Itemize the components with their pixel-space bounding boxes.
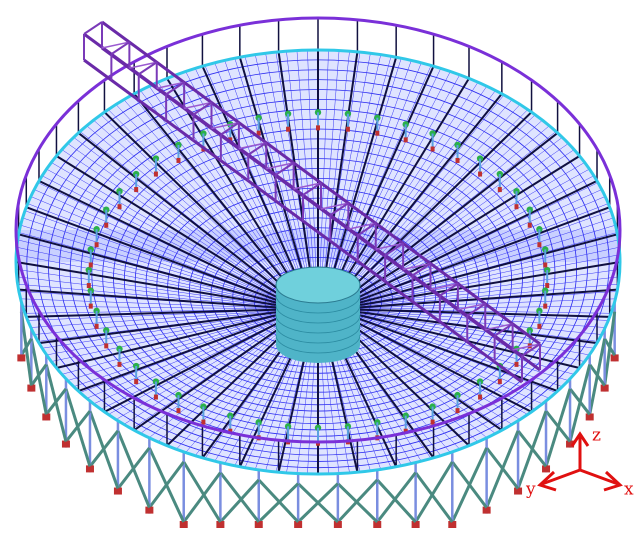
support-base bbox=[542, 465, 550, 472]
hanger-base bbox=[154, 395, 158, 400]
brace bbox=[118, 431, 149, 508]
hanger-base bbox=[87, 283, 91, 288]
hanger-base bbox=[456, 408, 460, 413]
y-label: y bbox=[525, 480, 536, 500]
hanger-base bbox=[514, 362, 518, 367]
brace bbox=[90, 411, 118, 489]
hanger-base bbox=[514, 204, 518, 209]
brace bbox=[452, 462, 486, 508]
support-base bbox=[27, 385, 35, 392]
support-base bbox=[412, 521, 420, 528]
brace bbox=[518, 431, 546, 467]
hanger-base bbox=[545, 283, 549, 288]
hanger-base bbox=[134, 187, 138, 192]
brace bbox=[546, 411, 570, 442]
hanger-base bbox=[456, 158, 460, 163]
support-base bbox=[255, 521, 263, 528]
support-base bbox=[86, 465, 94, 472]
brace bbox=[570, 389, 590, 415]
hanger-base bbox=[498, 379, 502, 384]
support-base bbox=[601, 385, 609, 392]
hanger-base bbox=[537, 324, 541, 329]
brace bbox=[66, 389, 90, 467]
dish-mesh bbox=[16, 18, 620, 474]
hanger-base bbox=[104, 343, 108, 348]
support-base bbox=[17, 354, 25, 361]
hanger-base bbox=[431, 146, 435, 151]
page: z y x (() => { const data = JSON.parse(d… bbox=[0, 0, 636, 533]
hanger-base bbox=[478, 395, 482, 400]
hanger-base bbox=[431, 420, 435, 425]
hanger-base bbox=[134, 379, 138, 384]
support-base bbox=[611, 354, 619, 361]
support-base bbox=[448, 521, 456, 528]
hanger-base bbox=[286, 127, 290, 132]
support-base bbox=[145, 507, 153, 514]
hub-top bbox=[276, 267, 360, 303]
hanger-base bbox=[404, 137, 408, 142]
hanger-base bbox=[316, 125, 320, 130]
hanger-base bbox=[346, 127, 350, 132]
support-base bbox=[483, 507, 491, 514]
z-label: z bbox=[592, 426, 601, 446]
hanger-base bbox=[375, 131, 379, 136]
support-base bbox=[42, 413, 50, 420]
hanger-base bbox=[95, 242, 99, 247]
hanger-base bbox=[537, 242, 541, 247]
hanger-base bbox=[528, 223, 532, 228]
hanger-base bbox=[176, 158, 180, 163]
hanger-base bbox=[498, 187, 502, 192]
hanger-base bbox=[118, 362, 122, 367]
support-base bbox=[62, 441, 70, 448]
brace bbox=[149, 448, 183, 522]
hanger-base bbox=[89, 262, 93, 267]
brace bbox=[487, 448, 518, 489]
support-base bbox=[334, 521, 342, 528]
x-label: x bbox=[624, 480, 634, 500]
support-base bbox=[294, 521, 302, 528]
hanger-base bbox=[154, 172, 158, 177]
support-base bbox=[180, 521, 188, 528]
hanger-base bbox=[95, 324, 99, 329]
support-base bbox=[373, 521, 381, 528]
hanger-base bbox=[478, 172, 482, 177]
hanger-base bbox=[176, 408, 180, 413]
support-base bbox=[114, 488, 122, 495]
truss-tie bbox=[84, 22, 102, 34]
hanger-base bbox=[89, 304, 93, 309]
hanger-base bbox=[104, 223, 108, 228]
support-base bbox=[586, 413, 594, 420]
hanger-base bbox=[201, 420, 205, 425]
structure-view: z y x bbox=[0, 0, 636, 533]
hub-bottom bbox=[276, 327, 360, 363]
support-base bbox=[216, 521, 224, 528]
hanger-base bbox=[543, 304, 547, 309]
hanger-base bbox=[118, 204, 122, 209]
support-base bbox=[514, 488, 522, 495]
hanger-base bbox=[543, 262, 547, 267]
